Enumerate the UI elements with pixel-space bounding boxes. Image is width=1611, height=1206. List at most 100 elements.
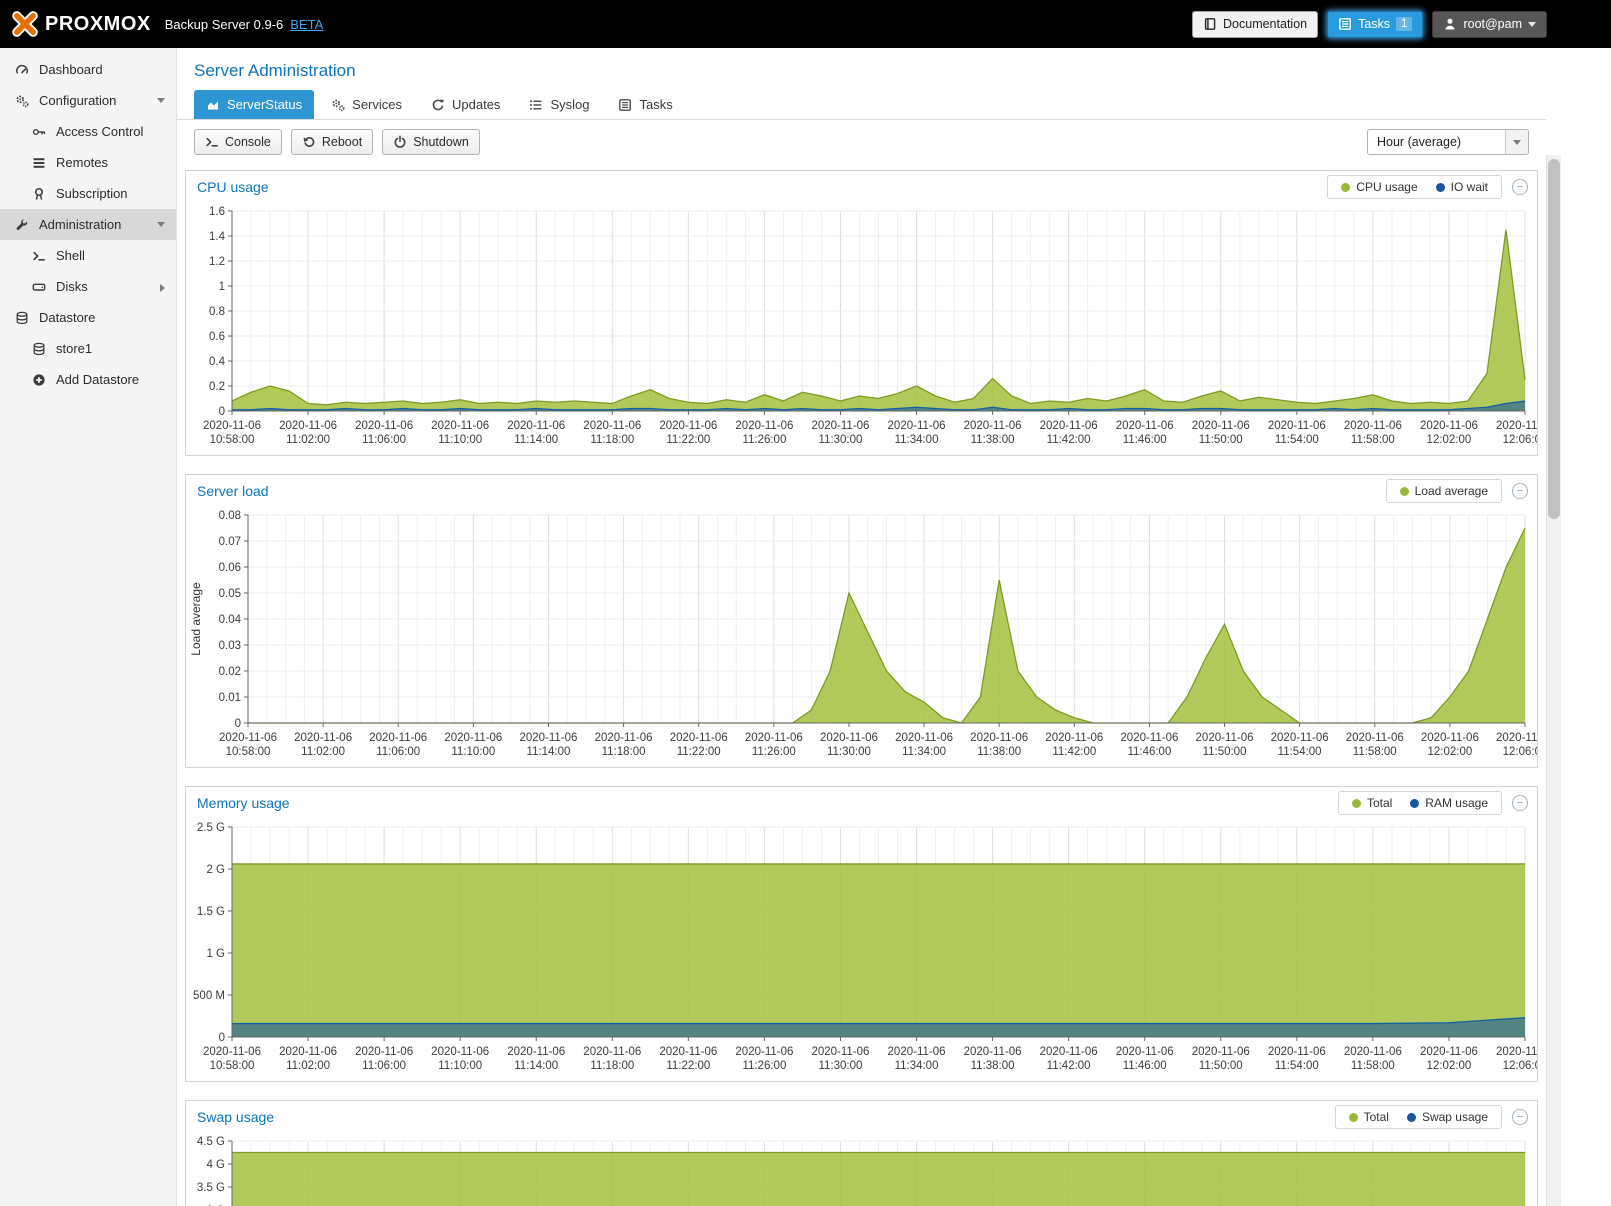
svg-text:2020-11-06: 2020-11-06 — [431, 420, 489, 432]
svg-text:2020-11-06: 2020-11-06 — [735, 420, 793, 432]
svg-text:2020-11-06: 2020-11-06 — [219, 732, 277, 744]
sidebar-item-shell[interactable]: Shell — [0, 240, 176, 271]
legend-item[interactable]: CPU usage — [1341, 180, 1418, 194]
list-icon — [529, 98, 543, 112]
tasks-button[interactable]: Tasks 1 — [1327, 10, 1424, 38]
legend-dot — [1435, 182, 1445, 192]
tab-serverstatus[interactable]: ServerStatus — [194, 90, 315, 119]
combobox-trigger[interactable] — [1505, 130, 1528, 154]
tab-syslog[interactable]: Syslog — [517, 90, 601, 119]
beta-link[interactable]: BETA — [290, 16, 324, 32]
sidebar-item-disks[interactable]: Disks — [0, 271, 176, 302]
svg-text:2020-11-06: 2020-11-06 — [745, 732, 803, 744]
svg-text:0.2: 0.2 — [209, 381, 225, 393]
tab-services[interactable]: Services — [319, 90, 414, 119]
chart-legend: CPU usage IO wait — [1327, 175, 1502, 199]
console-button[interactable]: Console — [194, 129, 282, 155]
svg-text:11:06:00: 11:06:00 — [362, 434, 406, 446]
svg-text:11:50:00: 11:50:00 — [1203, 746, 1247, 758]
svg-text:2020-11-06: 2020-11-06 — [1496, 732, 1537, 744]
collapse-panel-button[interactable]: − — [1512, 483, 1528, 499]
chevron-down-icon — [157, 222, 165, 227]
tab-tasks[interactable]: Tasks — [606, 90, 684, 119]
svg-text:0.03: 0.03 — [219, 640, 241, 652]
sidebar-item-remotes[interactable]: Remotes — [0, 147, 176, 178]
svg-text:11:22:00: 11:22:00 — [677, 746, 721, 758]
svg-text:2020-11-06: 2020-11-06 — [1421, 732, 1479, 744]
sidebar-item-add-datastore[interactable]: Add Datastore — [0, 364, 176, 395]
svg-text:11:54:00: 11:54:00 — [1275, 434, 1319, 446]
svg-text:11:46:00: 11:46:00 — [1127, 746, 1171, 758]
toolbar: Console Reboot Shutdown Hour (average) — [177, 120, 1546, 165]
legend-item[interactable]: IO wait — [1435, 180, 1488, 194]
sidebar-item-label: Shell — [56, 248, 85, 263]
legend-item[interactable]: Total — [1348, 1110, 1389, 1124]
svg-text:2020-11-06: 2020-11-06 — [1344, 1046, 1402, 1058]
tab-updates[interactable]: Updates — [419, 90, 512, 119]
collapse-panel-button[interactable]: − — [1512, 795, 1528, 811]
collapse-panel-button[interactable]: − — [1512, 1109, 1528, 1125]
svg-text:11:58:00: 11:58:00 — [1351, 1060, 1395, 1072]
collapse-panel-button[interactable]: − — [1512, 179, 1528, 195]
svg-text:2020-11-06: 2020-11-06 — [820, 732, 878, 744]
svg-text:1.2: 1.2 — [209, 256, 225, 268]
server-load-panel: Server load Load average − 0 0.01 0.02 0.03… — [185, 474, 1538, 768]
timeframe-combobox[interactable]: Hour (average) — [1367, 129, 1529, 155]
tab-label: ServerStatus — [227, 97, 303, 112]
shutdown-button[interactable]: Shutdown — [382, 129, 480, 155]
scrollbar-thumb[interactable] — [1548, 159, 1560, 519]
svg-text:1.5 G: 1.5 G — [197, 906, 225, 918]
svg-text:12:02:00: 12:02:00 — [1427, 746, 1472, 758]
sidebar-item-dashboard[interactable]: Dashboard — [0, 54, 176, 85]
svg-text:2020-11-06: 2020-11-06 — [670, 732, 728, 744]
tasks-label: Tasks — [1358, 17, 1391, 31]
chart-legend: Load average — [1385, 479, 1502, 503]
svg-text:11:14:00: 11:14:00 — [514, 1060, 558, 1072]
svg-text:11:30:00: 11:30:00 — [819, 434, 863, 446]
svg-text:11:18:00: 11:18:00 — [602, 746, 646, 758]
legend-item[interactable]: Total — [1351, 796, 1392, 810]
svg-text:2020-11-06: 2020-11-06 — [1196, 732, 1254, 744]
sidebar-item-subscription[interactable]: Subscription — [0, 178, 176, 209]
svg-text:2.5 G: 2.5 G — [197, 822, 225, 834]
key-icon — [30, 125, 47, 139]
legend-item[interactable]: RAM usage — [1410, 796, 1488, 810]
svg-text:2020-11-06: 2020-11-06 — [1040, 1046, 1098, 1058]
legend-item[interactable]: Load average — [1399, 484, 1488, 498]
sidebar-item-store1[interactable]: store1 — [0, 333, 176, 364]
gears-icon — [331, 98, 345, 112]
sidebar-item-configuration[interactable]: Configuration — [0, 85, 176, 116]
panel-title: Server load — [197, 483, 269, 499]
svg-text:2 G: 2 G — [206, 864, 225, 876]
vertical-scrollbar[interactable] — [1546, 155, 1561, 1206]
documentation-label: Documentation — [1223, 17, 1308, 31]
svg-text:2020-11-06: 2020-11-06 — [659, 420, 717, 432]
svg-text:11:26:00: 11:26:00 — [742, 434, 786, 446]
undo-icon — [302, 135, 316, 149]
svg-text:11:10:00: 11:10:00 — [438, 1060, 482, 1072]
svg-text:12:06:00: 12:06:00 — [1503, 746, 1537, 758]
terminal-icon — [205, 135, 219, 149]
panel-header: Swap usage Total Swap usage − — [186, 1101, 1537, 1133]
datastore-icon — [13, 311, 30, 325]
svg-text:4.5 G: 4.5 G — [197, 1136, 225, 1148]
sidebar-item-datastore[interactable]: Datastore — [0, 302, 176, 333]
tab-label: Syslog — [550, 97, 590, 112]
reboot-button[interactable]: Reboot — [290, 129, 374, 155]
svg-text:2020-11-06: 2020-11-06 — [279, 420, 337, 432]
shutdown-label: Shutdown — [413, 135, 469, 149]
sidebar-item-access-control[interactable]: Access Control — [0, 116, 176, 147]
user-menu-button[interactable]: root@pam — [1432, 10, 1547, 38]
terminal-icon — [30, 249, 47, 263]
documentation-button[interactable]: Documentation — [1192, 10, 1319, 38]
panel-header: CPU usage CPU usage IO wait − — [186, 171, 1537, 203]
svg-text:2020-11-06: 2020-11-06 — [203, 420, 261, 432]
svg-text:0.05: 0.05 — [219, 588, 241, 600]
svg-text:10:58:00: 10:58:00 — [210, 434, 255, 446]
legend-item[interactable]: Swap usage — [1406, 1110, 1488, 1124]
svg-text:2020-11-06: 2020-11-06 — [583, 420, 641, 432]
sidebar-item-administration[interactable]: Administration — [0, 209, 176, 240]
svg-text:2020-11-06: 2020-11-06 — [970, 732, 1028, 744]
svg-text:0.8: 0.8 — [209, 306, 225, 318]
